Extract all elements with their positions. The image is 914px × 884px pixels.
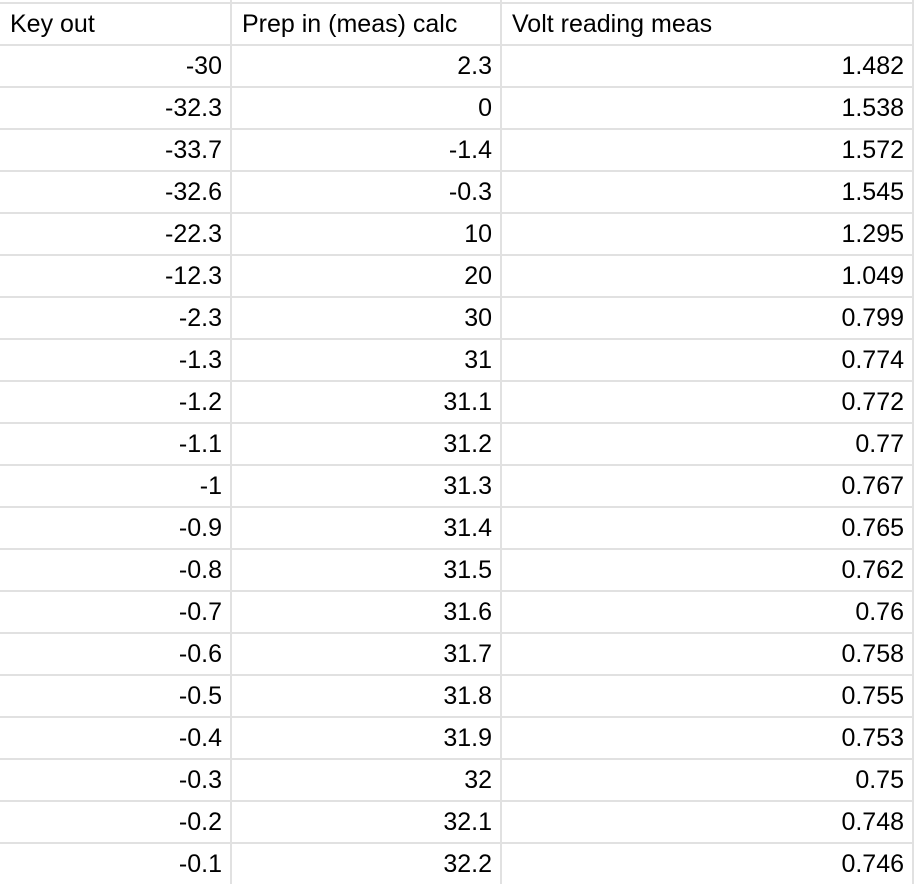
cell-prep-in-meas-calc[interactable]: 0	[232, 88, 502, 128]
cell-volt-reading-meas[interactable]: 0.75	[502, 760, 914, 800]
cell-key-out[interactable]: -0.8	[0, 550, 232, 590]
cell-prep-in-meas-calc[interactable]: 2.3	[232, 46, 502, 86]
cell-volt-reading-meas[interactable]: 0.767	[502, 466, 914, 506]
cell-prep-in-meas-calc[interactable]: 32.2	[232, 844, 502, 884]
table-row: -32.6 -0.3 1.545	[0, 172, 914, 214]
cell-volt-reading-meas[interactable]: 0.772	[502, 382, 914, 422]
cell-key-out[interactable]: -1	[0, 466, 232, 506]
cell-key-out[interactable]: -33.7	[0, 130, 232, 170]
cell-prep-in-meas-calc[interactable]: 31.5	[232, 550, 502, 590]
cell-prep-in-meas-calc[interactable]: 31.7	[232, 634, 502, 674]
table-row: -33.7 -1.4 1.572	[0, 130, 914, 172]
table-body: -30 2.3 1.482 -32.3 0 1.538 -33.7 -1.4 1…	[0, 46, 914, 884]
cell-volt-reading-meas[interactable]: 1.482	[502, 46, 914, 86]
column-header-volt-reading-meas[interactable]: Volt reading meas	[502, 4, 914, 44]
cell-prep-in-meas-calc[interactable]: 32.1	[232, 802, 502, 842]
cell-volt-reading-meas[interactable]: 0.765	[502, 508, 914, 548]
cell-volt-reading-meas[interactable]: 0.799	[502, 298, 914, 338]
cell-volt-reading-meas[interactable]: 0.758	[502, 634, 914, 674]
cell-key-out[interactable]: -0.2	[0, 802, 232, 842]
cell-volt-reading-meas[interactable]: 1.049	[502, 256, 914, 296]
table-row: -1 31.3 0.767	[0, 466, 914, 508]
cell-volt-reading-meas[interactable]: 0.762	[502, 550, 914, 590]
cell-prep-in-meas-calc[interactable]: 10	[232, 214, 502, 254]
cell-prep-in-meas-calc[interactable]: 20	[232, 256, 502, 296]
cell-key-out[interactable]: -0.9	[0, 508, 232, 548]
cell-key-out[interactable]: -0.4	[0, 718, 232, 758]
cell-key-out[interactable]: -1.1	[0, 424, 232, 464]
cell-prep-in-meas-calc[interactable]: 31.9	[232, 718, 502, 758]
table-row: -12.3 20 1.049	[0, 256, 914, 298]
cell-prep-in-meas-calc[interactable]: 31.2	[232, 424, 502, 464]
table-row: -30 2.3 1.482	[0, 46, 914, 88]
column-header-prep-in-meas-calc[interactable]: Prep in (meas) calc	[232, 4, 502, 44]
cell-volt-reading-meas[interactable]: 0.746	[502, 844, 914, 884]
cell-prep-in-meas-calc[interactable]: 31.8	[232, 676, 502, 716]
header-row: Key out Prep in (meas) calc Volt reading…	[0, 4, 914, 46]
column-header-key-out[interactable]: Key out	[0, 4, 232, 44]
table-row: -0.2 32.1 0.748	[0, 802, 914, 844]
cell-prep-in-meas-calc[interactable]: 31.6	[232, 592, 502, 632]
partial-cell	[232, 0, 502, 2]
table-row: -0.6 31.7 0.758	[0, 634, 914, 676]
table-row: -0.4 31.9 0.753	[0, 718, 914, 760]
table-row: -0.8 31.5 0.762	[0, 550, 914, 592]
cell-prep-in-meas-calc[interactable]: 31.1	[232, 382, 502, 422]
partial-cell	[0, 0, 232, 2]
table-row: -2.3 30 0.799	[0, 298, 914, 340]
table-row: -0.3 32 0.75	[0, 760, 914, 802]
cell-volt-reading-meas[interactable]: 1.295	[502, 214, 914, 254]
cell-key-out[interactable]: -32.3	[0, 88, 232, 128]
cell-volt-reading-meas[interactable]: 0.774	[502, 340, 914, 380]
cell-prep-in-meas-calc[interactable]: 31.4	[232, 508, 502, 548]
table-row: -1.2 31.1 0.772	[0, 382, 914, 424]
cell-key-out[interactable]: -30	[0, 46, 232, 86]
table-row: -0.7 31.6 0.76	[0, 592, 914, 634]
cell-prep-in-meas-calc[interactable]: -0.3	[232, 172, 502, 212]
cell-key-out[interactable]: -1.2	[0, 382, 232, 422]
cell-volt-reading-meas[interactable]: 0.76	[502, 592, 914, 632]
cell-prep-in-meas-calc[interactable]: -1.4	[232, 130, 502, 170]
table-row: -0.9 31.4 0.765	[0, 508, 914, 550]
cell-prep-in-meas-calc[interactable]: 31.3	[232, 466, 502, 506]
cell-volt-reading-meas[interactable]: 1.572	[502, 130, 914, 170]
cell-volt-reading-meas[interactable]: 0.755	[502, 676, 914, 716]
cell-prep-in-meas-calc[interactable]: 32	[232, 760, 502, 800]
table-row: -1.3 31 0.774	[0, 340, 914, 382]
cell-key-out[interactable]: -32.6	[0, 172, 232, 212]
cell-key-out[interactable]: -0.1	[0, 844, 232, 884]
cell-key-out[interactable]: -2.3	[0, 298, 232, 338]
cell-volt-reading-meas[interactable]: 0.748	[502, 802, 914, 842]
cell-volt-reading-meas[interactable]: 1.545	[502, 172, 914, 212]
cell-prep-in-meas-calc[interactable]: 30	[232, 298, 502, 338]
cell-key-out[interactable]: -12.3	[0, 256, 232, 296]
partial-cell	[502, 0, 914, 2]
cell-volt-reading-meas[interactable]: 0.753	[502, 718, 914, 758]
cell-key-out[interactable]: -0.7	[0, 592, 232, 632]
cell-key-out[interactable]: -22.3	[0, 214, 232, 254]
table-row: -22.3 10 1.295	[0, 214, 914, 256]
cell-key-out[interactable]: -1.3	[0, 340, 232, 380]
table-row: -0.1 32.2 0.746	[0, 844, 914, 884]
cell-key-out[interactable]: -0.5	[0, 676, 232, 716]
cell-volt-reading-meas[interactable]: 1.538	[502, 88, 914, 128]
cell-prep-in-meas-calc[interactable]: 31	[232, 340, 502, 380]
table-row: -32.3 0 1.538	[0, 88, 914, 130]
table-row: -1.1 31.2 0.77	[0, 424, 914, 466]
cell-key-out[interactable]: -0.6	[0, 634, 232, 674]
cell-volt-reading-meas[interactable]: 0.77	[502, 424, 914, 464]
partial-row-top	[0, 0, 914, 4]
cell-key-out[interactable]: -0.3	[0, 760, 232, 800]
table-row: -0.5 31.8 0.755	[0, 676, 914, 718]
